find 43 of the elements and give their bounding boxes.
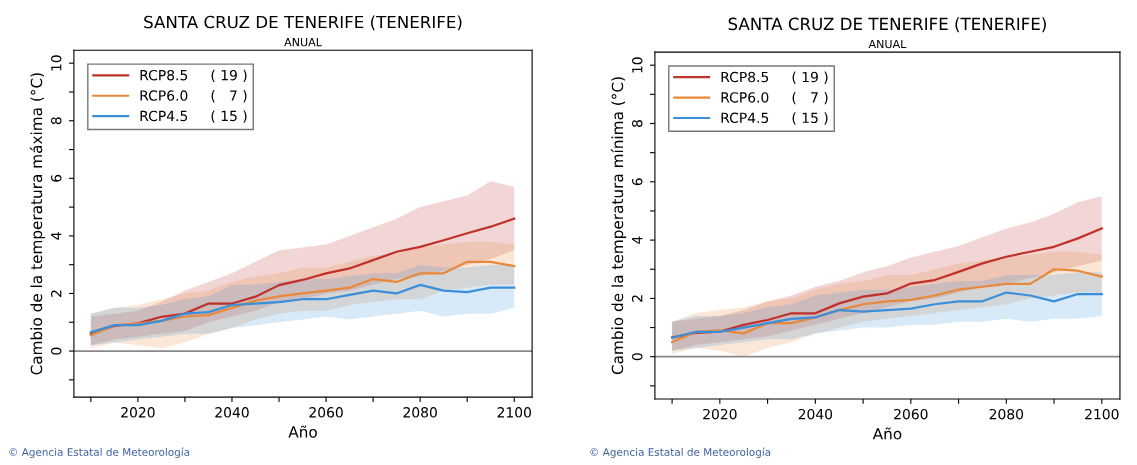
y-tick-label: 10 <box>50 55 62 71</box>
y-axis-title: Cambio de la temperatura mínima (°C) <box>610 77 627 375</box>
legend-label: RCP6.0 ( 7 ) <box>140 90 247 103</box>
chart-title: SANTA CRUZ DE TENERIFE (TENERIFE) <box>144 15 462 31</box>
chart-title: SANTA CRUZ DE TENERIFE (TENERIFE) <box>728 17 1046 33</box>
x-tick-label: 2040 <box>798 408 833 420</box>
line-series <box>89 283 516 334</box>
text: © Agencia Estatal de Meteorología <box>590 447 771 459</box>
y-tick-label: 2 <box>50 290 62 297</box>
legend-label: RCP8.5 ( 19 ) <box>140 69 247 83</box>
x-tick-label: 2040 <box>215 407 249 418</box>
x-tick-label: 2080 <box>403 407 437 418</box>
x-axis-title: Año <box>288 425 317 438</box>
y-tick-label: 0 <box>631 353 643 361</box>
x-axis-title: Año <box>872 427 902 440</box>
y-tick-label: 2 <box>631 295 643 302</box>
line-series <box>670 227 1103 339</box>
line-series <box>89 217 516 335</box>
chart-subtitle: ANUAL <box>868 39 907 49</box>
y-tick-label: 8 <box>50 117 62 125</box>
chart-subtitle: ANUAL <box>284 38 322 47</box>
x-tick-label: 2080 <box>989 408 1024 420</box>
x-tick-label: 2060 <box>309 407 343 418</box>
y-tick-label: 4 <box>51 232 62 240</box>
legend-label: RCP4.5 ( 15 ) <box>140 110 247 123</box>
y-tick-label: 10 <box>631 57 643 73</box>
y-tick-label: 8 <box>631 120 643 127</box>
line-series <box>670 291 1103 339</box>
y-axis-title: Cambio de la temperatura máxima (°C) <box>29 73 46 375</box>
legend-label: RCP6.0 ( 7 ) <box>721 91 828 105</box>
y-tick-label: 6 <box>50 174 62 182</box>
x-tick-label: 2020 <box>703 408 737 420</box>
legend-label: RCP4.5 ( 15 ) <box>721 112 828 125</box>
line-series <box>89 260 516 337</box>
y-tick-label: 6 <box>631 178 643 186</box>
x-tick-label: 2020 <box>121 407 155 418</box>
x-tick-label: 2100 <box>1085 408 1119 420</box>
x-tick-label: 2100 <box>497 407 531 418</box>
y-tick-label: 0 <box>50 347 62 355</box>
legend-label: RCP8.5 ( 19 ) <box>721 71 828 84</box>
x-tick-label: 2060 <box>894 408 928 420</box>
text: © Agencia Estatal de Meteorología <box>9 447 190 459</box>
y-tick-label: 4 <box>632 236 643 244</box>
